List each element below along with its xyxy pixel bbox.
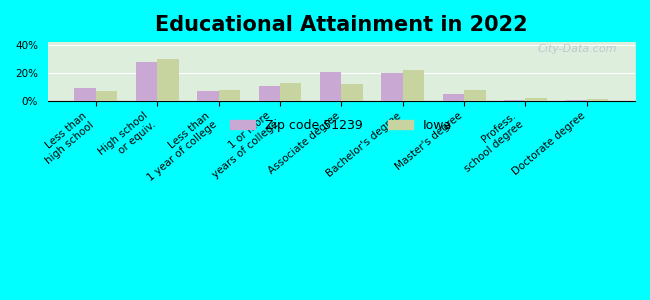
Bar	[136, 62, 157, 101]
Bar	[403, 70, 424, 101]
Bar	[320, 71, 341, 101]
Bar	[74, 88, 96, 101]
Bar	[525, 98, 547, 101]
Legend: Zip code 51239, Iowa: Zip code 51239, Iowa	[226, 114, 458, 137]
Bar	[504, 100, 525, 101]
Bar	[96, 91, 118, 101]
Bar	[566, 100, 587, 101]
Bar	[280, 83, 302, 101]
Bar	[382, 73, 403, 101]
Bar	[259, 85, 280, 101]
Bar	[464, 90, 486, 101]
Bar	[157, 59, 179, 101]
Bar	[197, 91, 218, 101]
Bar	[587, 99, 608, 101]
Bar	[341, 84, 363, 101]
Bar	[218, 90, 240, 101]
Bar	[443, 94, 464, 101]
Title: Educational Attainment in 2022: Educational Attainment in 2022	[155, 15, 528, 35]
Text: City-Data.com: City-Data.com	[538, 44, 617, 54]
